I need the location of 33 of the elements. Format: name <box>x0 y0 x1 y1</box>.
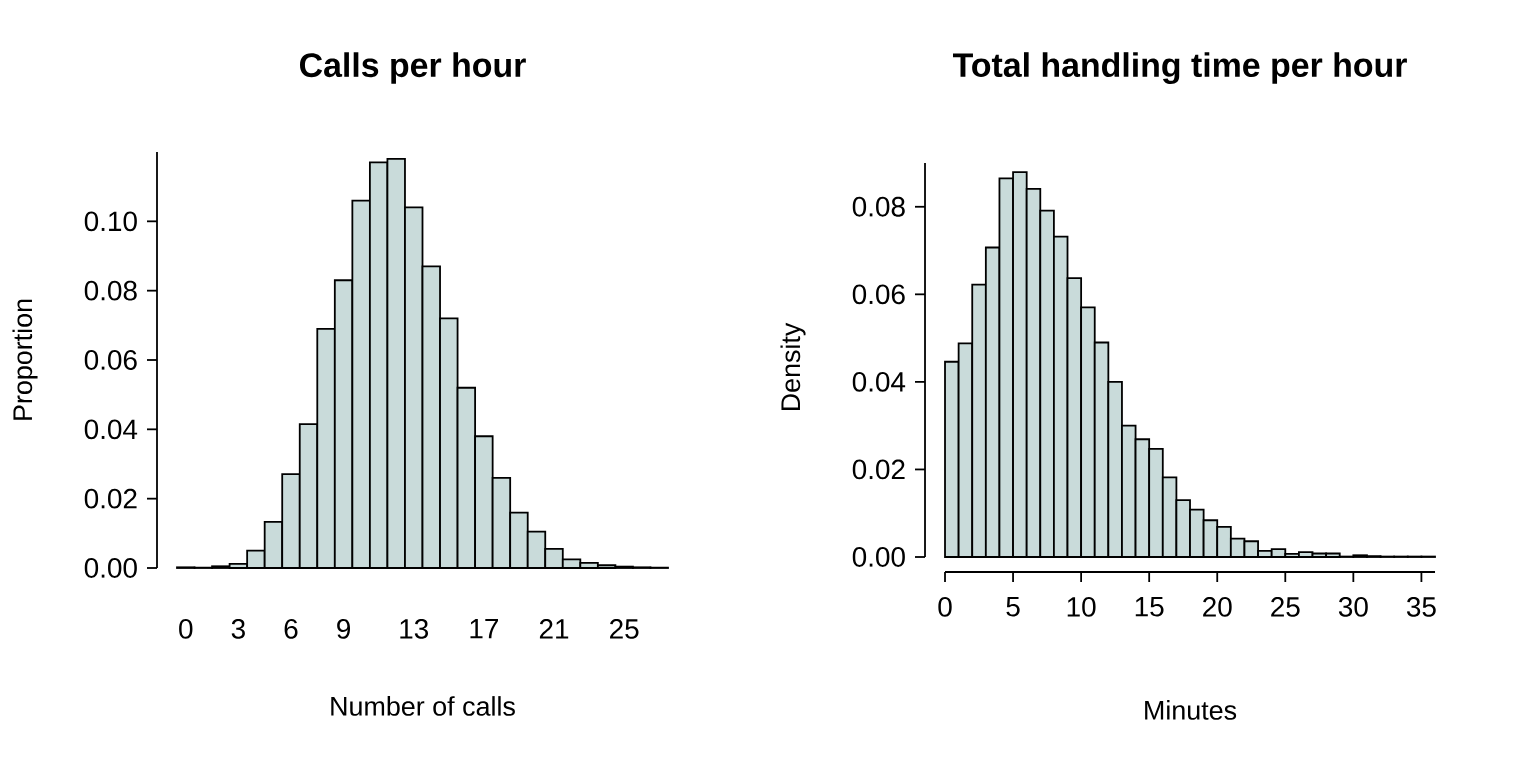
x-tick-label: 35 <box>1406 597 1436 617</box>
x-tick-label: 0 <box>938 597 952 617</box>
y-axis-title: Proportion <box>12 299 38 420</box>
y-tick-label: 0.00 <box>852 547 905 567</box>
y-tick-label: 0.04 <box>84 419 138 440</box>
x-tick-label: 30 <box>1338 597 1368 617</box>
x-tick-label: 25 <box>610 619 639 639</box>
x-axis-title: Number of calls <box>331 696 515 716</box>
y-axis-title: Density <box>780 322 806 411</box>
x-tick-label: 20 <box>1203 597 1232 617</box>
x-tick-label: 10 <box>1067 597 1096 617</box>
y-tick-label: 0.06 <box>84 350 137 370</box>
x-tick-label: 6 <box>284 619 298 639</box>
x-tick-label: 25 <box>1271 597 1300 617</box>
x-tick-label: 13 <box>400 619 429 639</box>
x-tick-label: 21 <box>539 619 569 639</box>
y-tick-label: 0.10 <box>84 211 137 232</box>
x-tick-label: 9 <box>337 619 351 639</box>
x-tick-label: 3 <box>231 619 245 639</box>
y-tick-label: 0.08 <box>84 280 137 301</box>
chart-title: Calls per hour <box>300 52 526 84</box>
y-tick-label: 0.04 <box>852 371 906 392</box>
y-tick-label: 0.08 <box>852 196 905 217</box>
x-tick-label: 15 <box>1135 597 1164 617</box>
y-tick-label: 0.02 <box>852 459 905 480</box>
x-tick-label: 17 <box>470 619 498 639</box>
y-tick-label: 0.06 <box>852 284 905 305</box>
chart-title: Total handling time per hour <box>953 52 1407 84</box>
x-axis-title: Minutes <box>1145 700 1237 720</box>
x-tick-label: 0 <box>179 619 193 639</box>
x-tick-label: 5 <box>1006 597 1020 617</box>
y-tick-label: 0.02 <box>84 488 137 509</box>
y-tick-label: 0.00 <box>84 558 137 578</box>
